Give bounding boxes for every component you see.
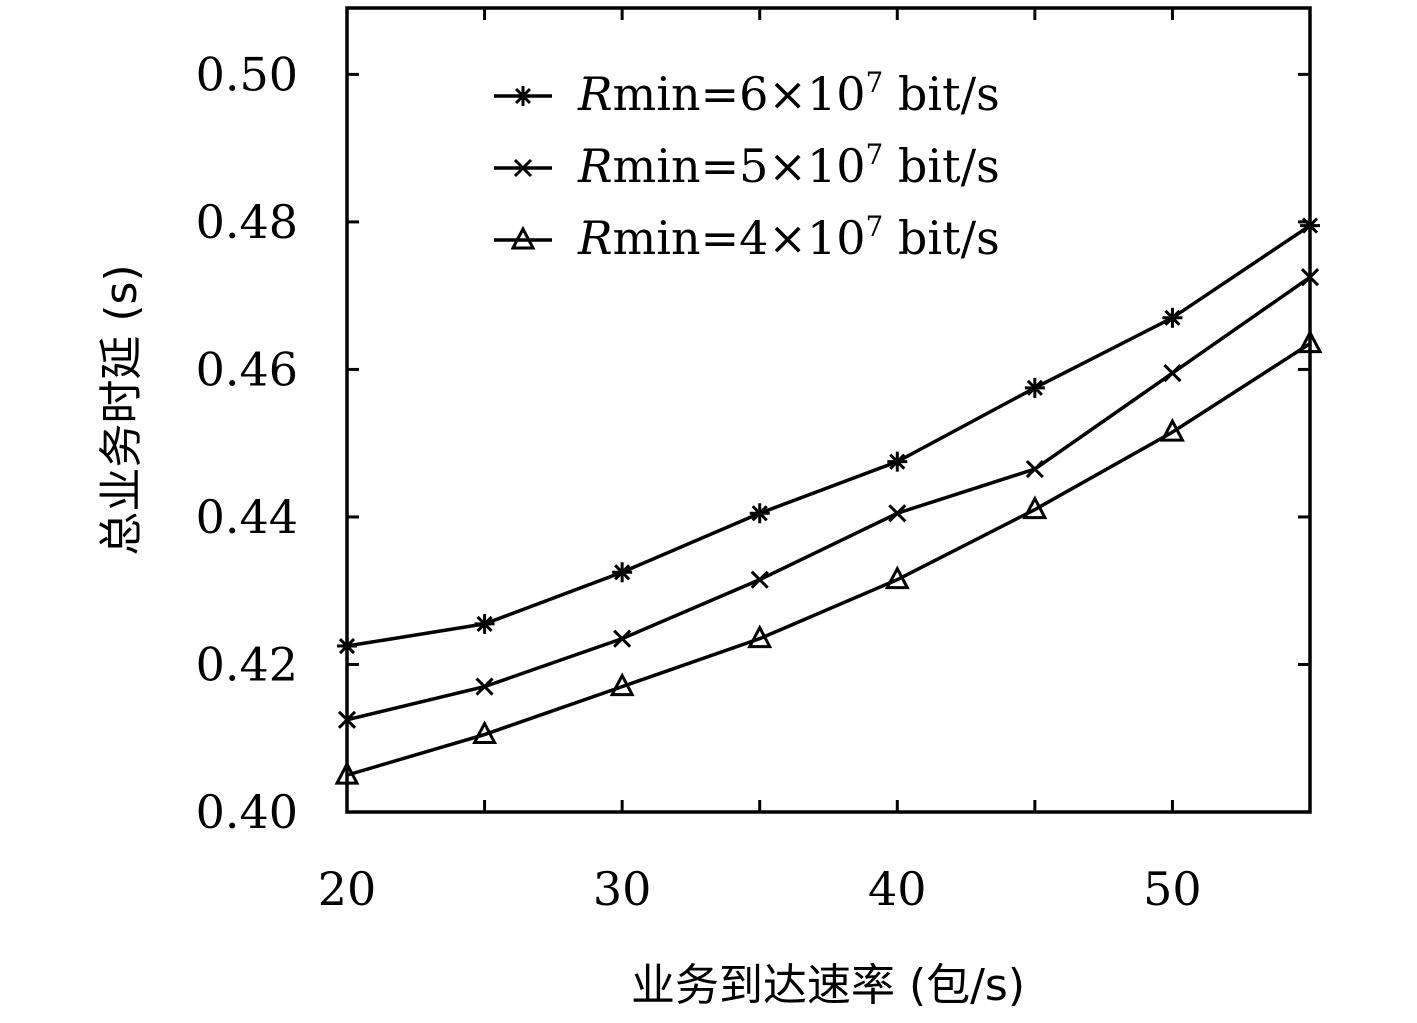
- series-3-point-shape: [609, 672, 635, 697]
- series-1-point-stroke: [751, 505, 768, 522]
- series-1-point: [749, 503, 770, 524]
- series-3-point: [1022, 495, 1048, 520]
- series-1-point: [887, 451, 908, 472]
- legend: Rmin=6×107 bit/s Rmin=5×107 bit/s Rmin=4×1…: [494, 66, 1000, 265]
- x-tick-label: 20: [318, 862, 377, 916]
- series-2-point-stroke: [1025, 459, 1044, 479]
- legend-swatch-marker: [513, 158, 533, 178]
- series-3-point: [609, 672, 635, 697]
- series-2-point: [1025, 459, 1044, 479]
- y-tick-label: 0.50: [196, 47, 298, 101]
- y-tick-label: 0.46: [196, 342, 298, 396]
- legend-swatch-marker-stroke: [514, 87, 532, 105]
- x-tick-label: 40: [868, 862, 927, 916]
- x-tick-label: 50: [1143, 862, 1202, 916]
- legend-label: Rmin=4×107 bit/s: [577, 210, 1000, 265]
- series-3-point: [884, 565, 910, 590]
- series-1-point: [1300, 215, 1320, 236]
- series-1-point-stroke: [1026, 379, 1043, 396]
- series-3-point: [747, 624, 773, 649]
- series-2-point: [475, 677, 494, 696]
- series-3-point-shape: [1022, 495, 1048, 520]
- series-2-point: [888, 504, 907, 523]
- series-2-point-stroke: [1163, 364, 1182, 383]
- series-3-point-shape: [334, 760, 360, 785]
- series-1-point: [337, 636, 357, 657]
- series-3-point-shape: [1297, 329, 1323, 354]
- series-2-point: [1163, 364, 1182, 383]
- series-2-point: [750, 570, 769, 589]
- legend-swatch-marker-shape: [510, 225, 536, 250]
- y-tick-label: 0.42: [196, 637, 298, 691]
- series-1-point: [474, 613, 495, 634]
- series-3-line: [346, 342, 1311, 777]
- series-1: [337, 215, 1320, 657]
- series-1-point: [1024, 377, 1045, 398]
- series-3: [334, 329, 1323, 785]
- series-2-point: [613, 629, 632, 648]
- series-1-point-stroke: [889, 453, 906, 470]
- series-1-point: [1162, 307, 1183, 328]
- series-2-point-stroke: [750, 570, 769, 589]
- x-axis-label: 业务到达速率 (包/s): [631, 960, 1025, 1011]
- legend-entry-2: Rmin=5×107 bit/s: [494, 138, 1000, 193]
- legend-label: Rmin=6×107 bit/s: [577, 66, 1000, 121]
- legend-swatch-marker: [513, 86, 533, 106]
- y-tick-label: 0.40: [196, 785, 298, 839]
- series-2-point-stroke: [613, 629, 632, 648]
- series-3-point-shape: [884, 565, 910, 590]
- series-3-point: [334, 760, 360, 785]
- series-2: [337, 268, 1320, 729]
- series-3-point-shape: [472, 720, 498, 745]
- plot-area: [345, 6, 1312, 814]
- series-2-point-stroke: [337, 710, 357, 729]
- series-2-point-stroke: [888, 504, 907, 523]
- series-2-point: [1300, 268, 1320, 287]
- x-tick-label: 30: [593, 862, 652, 916]
- series-3-point: [472, 720, 498, 745]
- legend-swatch-marker: [510, 225, 536, 250]
- series-2-point-stroke: [475, 677, 494, 696]
- series-3-point: [1297, 329, 1323, 354]
- plot-frame: [345, 6, 1312, 814]
- series-1-point: [612, 562, 633, 583]
- series-2-point-stroke: [1300, 268, 1320, 287]
- legend-entry-1: Rmin=6×107 bit/s: [494, 66, 1000, 121]
- x-axis-ticks: 20 30 40 50: [318, 8, 1312, 916]
- series-2-line: [346, 275, 1312, 722]
- series-layer: [334, 215, 1323, 785]
- series-1-point-stroke: [338, 637, 356, 655]
- series-1-point-stroke: [1164, 309, 1181, 326]
- series-1-line: [346, 224, 1311, 648]
- y-tick-label: 0.48: [196, 195, 298, 249]
- y-axis-ticks: 0.40 0.42 0.44 0.46 0.48 0.50: [196, 47, 1310, 839]
- series-1-point-stroke: [614, 564, 631, 581]
- series-1-point-stroke: [476, 615, 493, 632]
- y-axis-label: 总业务时延 (s): [96, 264, 147, 555]
- series-3-point-shape: [747, 624, 773, 649]
- legend-entry-3: Rmin=4×107 bit/s: [494, 210, 1000, 265]
- y-tick-label: 0.44: [196, 490, 298, 544]
- legend-label: Rmin=5×107 bit/s: [577, 138, 1000, 193]
- series-1-point-stroke: [1301, 217, 1319, 234]
- series-3-point: [1159, 417, 1185, 442]
- series-2-point: [337, 710, 357, 729]
- legend-swatch-marker-stroke: [513, 158, 533, 178]
- series-3-point-shape: [1159, 417, 1185, 442]
